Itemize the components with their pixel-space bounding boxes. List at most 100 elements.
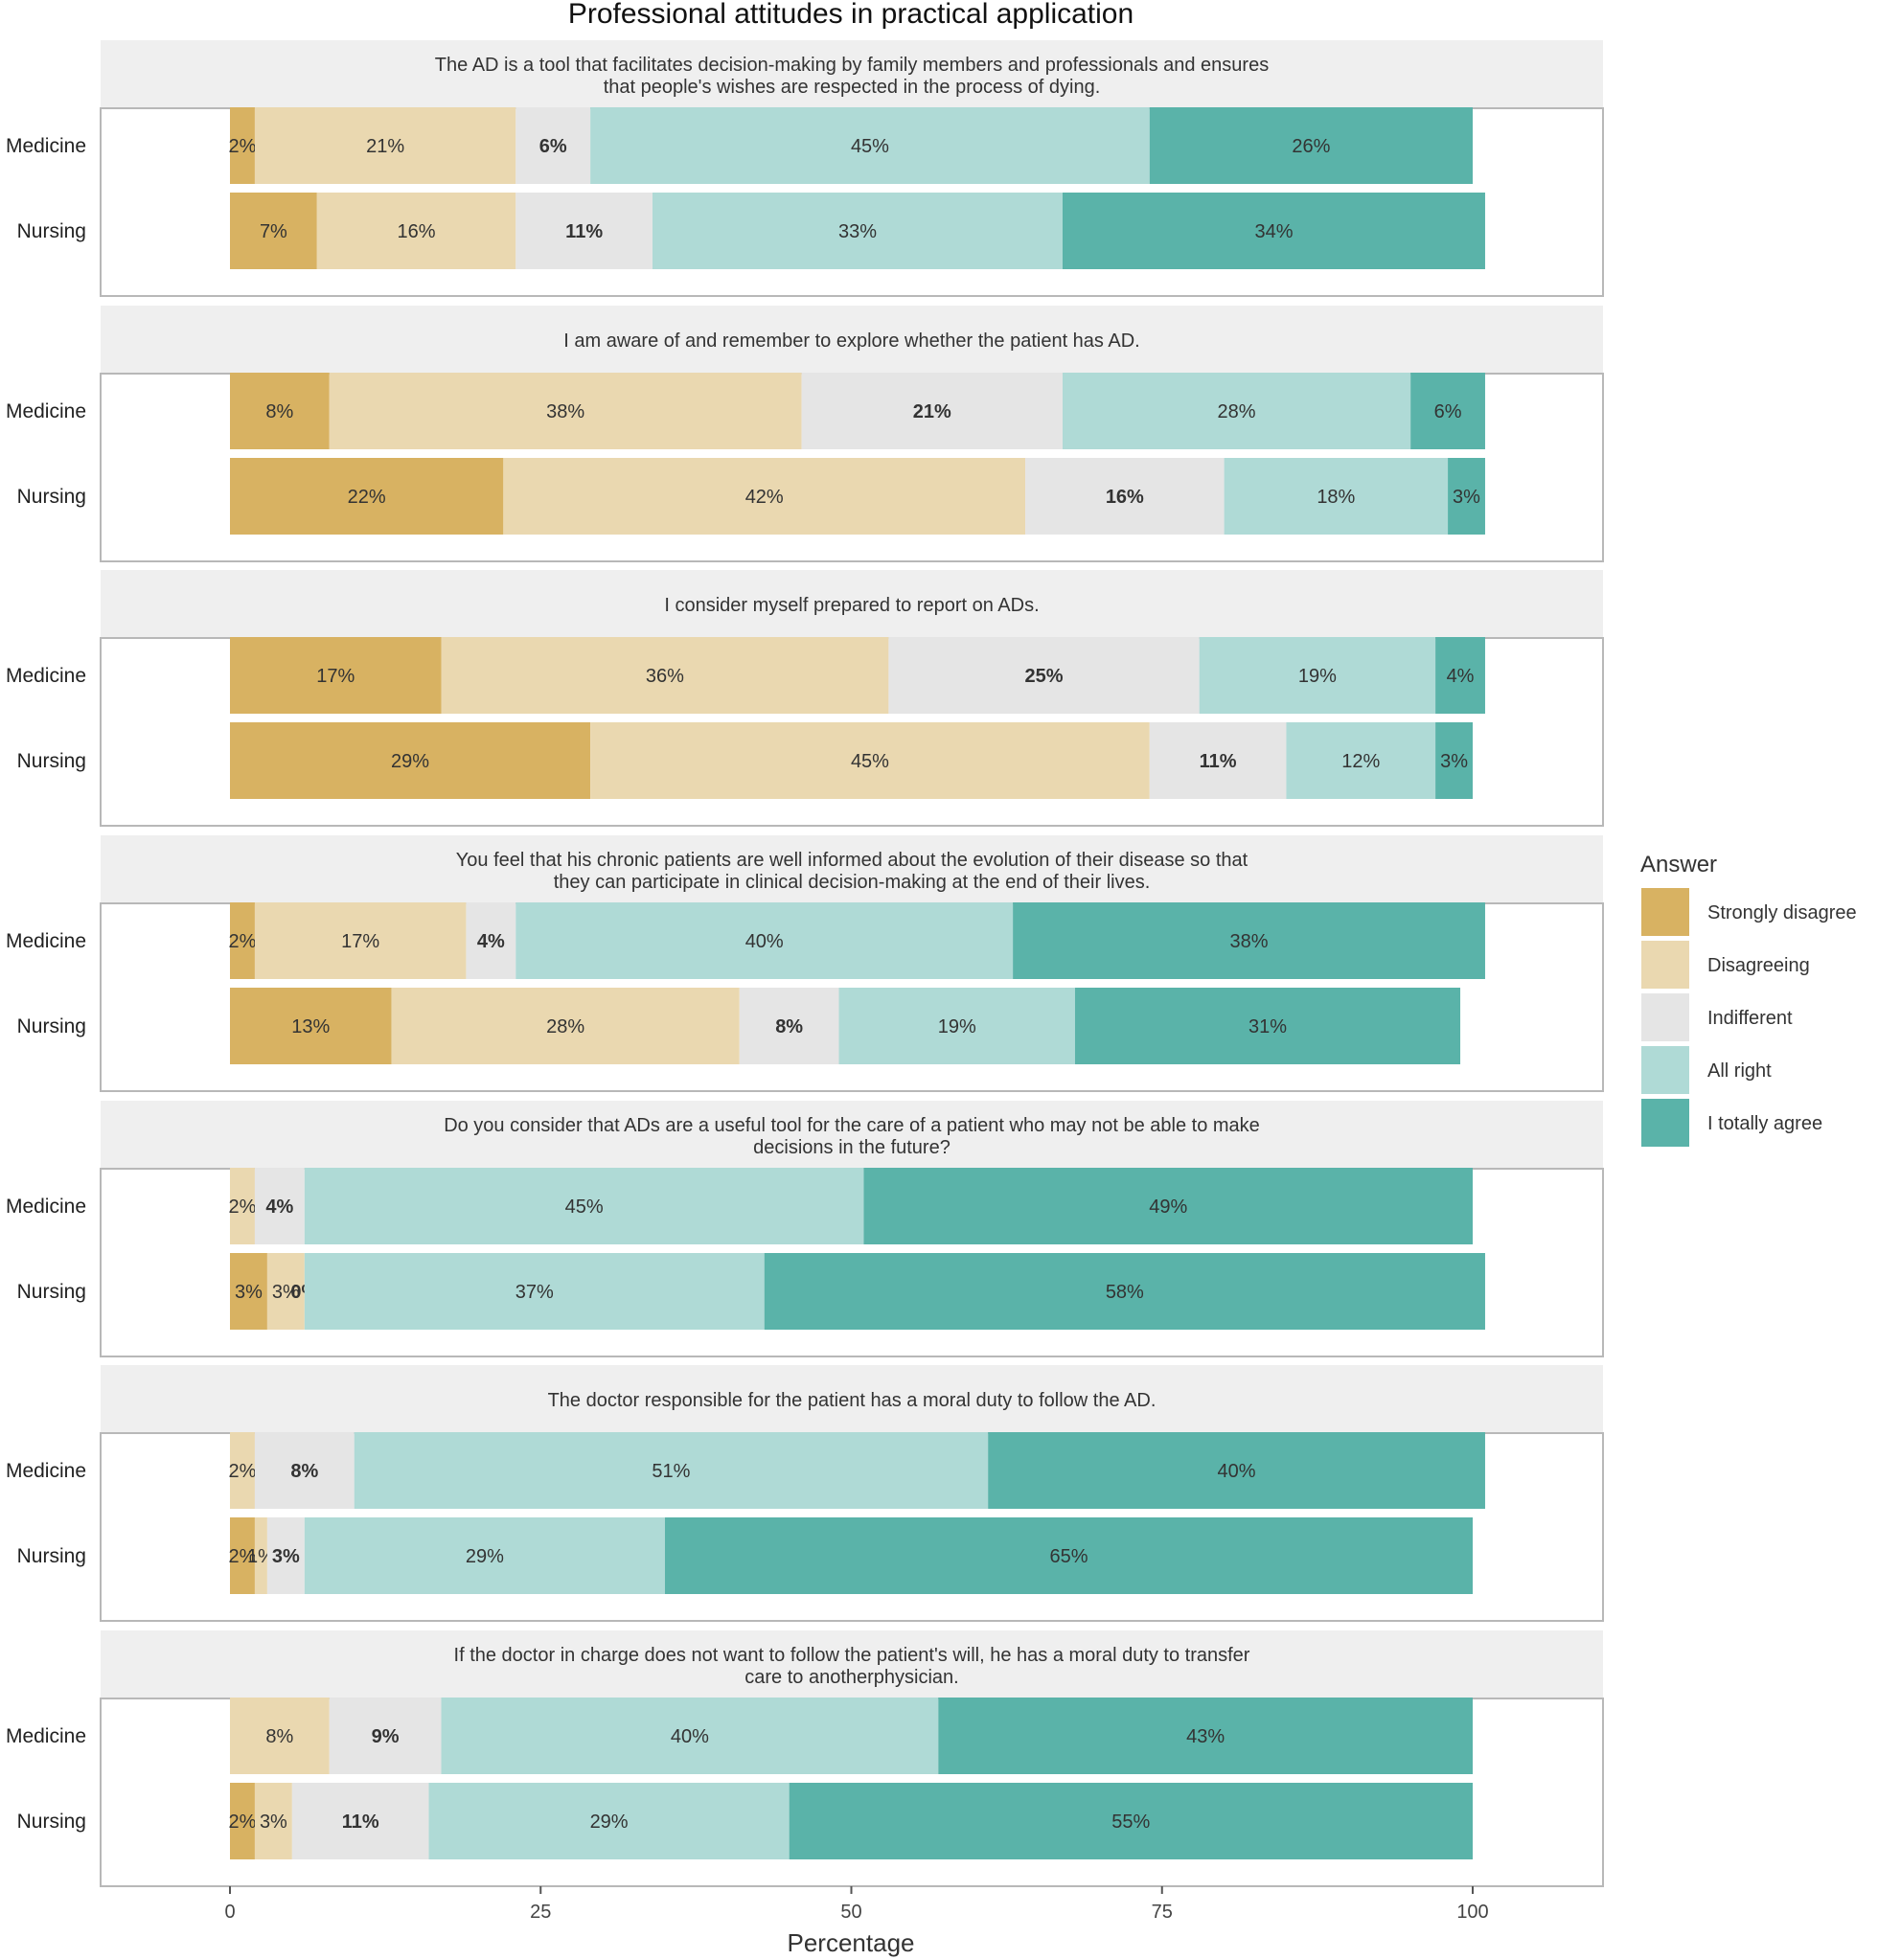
bar-row-nursing: Nursing 2%1%3% 29% 65% [17, 1517, 1473, 1594]
y-tick-label: Nursing [17, 1281, 86, 1303]
bar-segment [590, 107, 1150, 184]
data-label: 3% [1453, 487, 1480, 508]
data-label: 3% [272, 1546, 300, 1567]
panel-strip [101, 1630, 1603, 1698]
bar-segment [938, 1698, 1473, 1774]
bar-segment [441, 637, 889, 714]
y-tick-label: Nursing [17, 1545, 86, 1567]
data-label: 6% [1434, 401, 1462, 422]
data-label: 11% [565, 221, 603, 242]
data-label: 8% [265, 1726, 293, 1747]
bar-segment [1025, 458, 1225, 535]
y-tick-label: Medicine [6, 135, 86, 157]
bar-segment [863, 1168, 1473, 1244]
x-axis-title: Percentage [788, 1928, 915, 1957]
legend-label: I totally agree [1707, 1113, 1822, 1134]
legend-key [1641, 993, 1689, 1041]
panel-title-line: I am aware of and remember to explore wh… [563, 330, 1139, 352]
bar-segment [515, 107, 591, 184]
bar-segment [1435, 722, 1473, 799]
bar-segment [230, 637, 442, 714]
data-label: 33% [838, 221, 877, 242]
data-label: 25% [1025, 666, 1064, 687]
legend-key [1641, 1099, 1689, 1147]
panel-strip [101, 835, 1603, 903]
chart-title: Professional attitudes in practical appl… [568, 0, 1134, 30]
data-label: 29% [466, 1546, 504, 1567]
y-tick-label: Medicine [6, 1196, 86, 1218]
bar-segment [230, 1698, 330, 1774]
facet-panel-3: I consider myself prepared to report on … [6, 570, 1604, 827]
bar-segment [1149, 107, 1473, 184]
bar-segment [254, 1168, 305, 1244]
x-tick-label: 100 [1456, 1902, 1488, 1923]
data-label: 29% [590, 1812, 629, 1833]
bar-row-medicine: Medicine 2% 4% 45% 49% [6, 1168, 1473, 1244]
bar-segment [1224, 458, 1449, 535]
panel-strip [101, 1101, 1603, 1169]
data-label: 40% [1218, 1461, 1256, 1482]
legend-label: Disagreeing [1707, 955, 1810, 976]
bar-row-medicine: Medicine 2% 21% 6% 45% 26% [6, 107, 1473, 184]
bar-segment [789, 1783, 1473, 1859]
y-tick-label: Nursing [17, 1015, 86, 1037]
data-label: 3% [260, 1812, 287, 1833]
data-label: 45% [565, 1197, 604, 1218]
data-label: 21% [913, 401, 951, 422]
bar-segment [329, 1698, 442, 1774]
panel-title-line: If the doctor in charge does not want to… [454, 1645, 1250, 1666]
data-label: 45% [851, 751, 889, 772]
legend-key [1641, 941, 1689, 989]
data-label: 22% [348, 487, 386, 508]
data-label: 38% [1230, 931, 1269, 952]
bar-segment [266, 1253, 305, 1330]
data-label: 2% [229, 1546, 257, 1567]
bar-row-nursing: Nursing 13% 28% 8% 19% 31% [17, 988, 1461, 1064]
bar-segment [1062, 193, 1485, 269]
facet-panel-1: The AD is a tool that facilitates decisi… [6, 40, 1604, 297]
panel-title-line: Do you consider that ADs are a useful to… [444, 1115, 1260, 1136]
data-label: 2% [229, 1461, 257, 1482]
data-label: 38% [546, 401, 584, 422]
bar-segment [590, 722, 1150, 799]
x-tick-label: 0 [224, 1902, 235, 1923]
x-tick-label: 50 [840, 1902, 861, 1923]
data-label: 3% [1440, 751, 1468, 772]
bar-segment [230, 1253, 267, 1330]
bar-segment [230, 1783, 255, 1859]
bar-segment [428, 1783, 790, 1859]
data-label: 51% [652, 1461, 690, 1482]
bar-segment [1286, 722, 1436, 799]
facet-panel-6: The doctor responsible for the patient h… [6, 1365, 1604, 1622]
bar-segment [254, 1783, 292, 1859]
bar-row-medicine: Medicine 8% 9% 40% 43% [6, 1698, 1473, 1774]
bar-segment [739, 988, 839, 1064]
bar-segment [838, 988, 1075, 1064]
bar-segment [230, 458, 504, 535]
data-label: 8% [265, 401, 293, 422]
data-label: 17% [316, 666, 355, 687]
bar-segment [230, 1168, 255, 1244]
panel-strip [101, 40, 1603, 108]
bar-segment [230, 373, 330, 449]
data-label: 4% [477, 931, 505, 952]
bar-row-medicine: Medicine 2% 8% 51% 40% [6, 1432, 1485, 1509]
panel-title-line: You feel that his chronic patients are w… [456, 850, 1248, 871]
legend-title: Answer [1640, 852, 1717, 877]
bar-segment [266, 1517, 305, 1594]
panel-title-line: decisions in the future? [753, 1137, 950, 1158]
data-label: 40% [745, 931, 784, 952]
legend-label: Strongly disagree [1707, 902, 1857, 923]
bar-row-nursing: Nursing 29% 45% 11% 12% 3% [17, 722, 1473, 799]
facet-panel-7: If the doctor in charge does not want to… [6, 1630, 1604, 1887]
data-label: 18% [1317, 487, 1355, 508]
panel-strip [101, 570, 1603, 638]
bar-segment [664, 1517, 1473, 1594]
data-label: 6% [539, 136, 567, 157]
y-tick-label: Medicine [6, 930, 86, 952]
bar-segment [254, 1517, 267, 1594]
data-label: 34% [1254, 221, 1293, 242]
bar-segment [441, 1698, 939, 1774]
data-label: 28% [1218, 401, 1256, 422]
